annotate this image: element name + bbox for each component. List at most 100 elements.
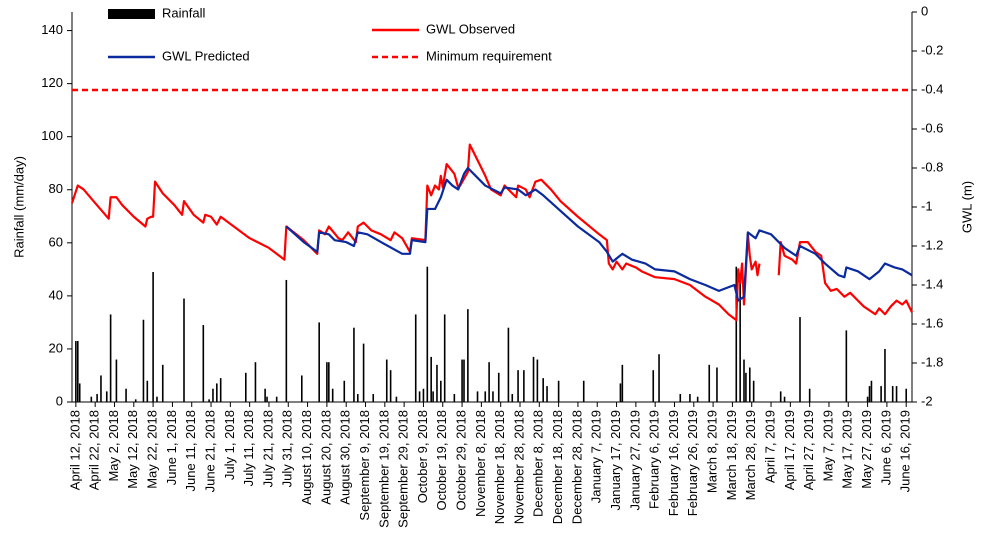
rain-bar: [385, 359, 388, 402]
rain-bar: [905, 388, 908, 402]
y2-tick-label: -1.2: [921, 237, 943, 252]
x-tick-label: June 21, 2018: [202, 410, 217, 492]
rain-bar: [652, 370, 655, 402]
y2-tick-label: -1.4: [921, 276, 943, 291]
rain-bar: [78, 383, 81, 402]
rain-bar: [536, 359, 539, 402]
rain-bar: [743, 359, 745, 402]
rain-bar: [356, 394, 359, 402]
x-tick-label: August 10, 2018: [299, 410, 314, 505]
x-tick-label: January 27, 2019: [627, 410, 642, 510]
x-tick-label: November 28, 2018: [511, 410, 526, 524]
rain-bar: [372, 394, 375, 402]
y-tick-label: 40: [49, 287, 63, 302]
y-tick-label: 0: [56, 393, 63, 408]
rain-bar: [507, 327, 510, 402]
x-tick-label: January 7, 2019: [589, 410, 604, 503]
rain-bar: [422, 388, 425, 402]
y-tick-label: 100: [41, 128, 63, 143]
rain-bar: [708, 364, 711, 402]
gwl-line: [70, 143, 913, 322]
rain-bar: [76, 340, 79, 402]
rain-bar: [546, 386, 548, 402]
x-tick-label: September 9, 2018: [357, 410, 372, 521]
rain-bar: [542, 378, 544, 402]
rain-bar: [440, 380, 442, 402]
rain-bar: [328, 362, 330, 402]
rain-bar: [619, 383, 622, 402]
rain-bar: [679, 394, 682, 402]
x-tick-label: October 19, 2018: [434, 410, 449, 510]
rain-bar: [582, 380, 585, 402]
rain-bar: [808, 388, 811, 402]
x-tick-label: June 6, 2019: [878, 410, 893, 485]
rain-bar: [285, 279, 288, 402]
rain-bar: [748, 367, 751, 402]
rain-bar: [432, 391, 434, 402]
x-tick-label: March 18, 2019: [724, 410, 739, 500]
rain-bar: [244, 372, 247, 402]
rain-bar: [895, 386, 898, 402]
y2-tick-label: -1.8: [921, 354, 943, 369]
x-tick-label: July 1, 2018: [222, 410, 237, 480]
rain-bar: [254, 362, 257, 402]
rain-bar: [362, 343, 365, 402]
rain-bar: [463, 359, 465, 402]
x-tick-label: February 26, 2019: [685, 410, 700, 516]
x-tick-label: May 22, 2018: [145, 410, 160, 489]
rain-bar: [735, 266, 738, 402]
rain-bar: [142, 319, 145, 402]
y2-tick-label: -0.8: [921, 159, 943, 174]
x-tick-label: November 8, 2018: [473, 410, 488, 517]
rain-bar: [318, 322, 320, 402]
rain-bar: [156, 396, 158, 402]
rain-bar: [845, 330, 848, 402]
x-tick-label: July 31, 2018: [280, 410, 295, 487]
x-tick-label: March 8, 2019: [705, 410, 720, 493]
x-tick-label: February 16, 2019: [666, 410, 681, 516]
rain-bar: [125, 388, 127, 402]
rain-bar: [476, 391, 479, 402]
rain-bar: [532, 356, 535, 402]
rain-bar: [395, 396, 398, 402]
rain-bar: [436, 364, 438, 402]
x-tick-label: September 29, 2018: [396, 410, 411, 528]
rain-bar: [264, 388, 266, 402]
rain-bar: [266, 396, 268, 402]
rain-bar: [884, 348, 886, 402]
rain-bar: [783, 396, 786, 402]
rain-bar: [517, 370, 519, 402]
rain-bar: [146, 380, 149, 402]
legend-swatch: [108, 9, 155, 19]
x-tick-label: September 19, 2018: [376, 410, 391, 528]
rain-bar: [461, 359, 463, 402]
rain-bar: [134, 399, 137, 402]
x-tick-label: May 27, 2019: [859, 410, 874, 489]
y2-tick-label: -1.6: [921, 315, 943, 330]
y-tick-label: 120: [41, 75, 63, 90]
rain-bar: [212, 388, 214, 402]
rain-bar: [621, 364, 624, 402]
rain-bar: [467, 309, 469, 402]
rain-bar: [511, 394, 514, 402]
rain-bar: [891, 386, 894, 402]
rain-bar: [484, 391, 487, 402]
rain-bar: [426, 266, 429, 402]
x-tick-label: May 7, 2019: [820, 410, 835, 482]
rain-bar: [779, 391, 782, 402]
y2-tick-label: -0.4: [921, 81, 943, 96]
rain-bar: [658, 354, 660, 402]
y2-tick-label: -0.2: [921, 42, 943, 57]
rain-bar: [202, 325, 205, 402]
rain-bar: [105, 391, 108, 402]
x-tick-label: October 29, 2018: [454, 410, 469, 510]
rain-bar: [109, 314, 112, 402]
rain-bar: [689, 394, 691, 402]
legend-label: GWL Predicted: [162, 48, 250, 63]
x-tick-label: April 22, 2018: [87, 410, 102, 490]
rain-bar: [100, 375, 102, 402]
x-tick-label: December 8, 2018: [531, 410, 546, 517]
rain-bar: [492, 391, 494, 402]
x-tick-label: May 17, 2019: [840, 410, 855, 489]
